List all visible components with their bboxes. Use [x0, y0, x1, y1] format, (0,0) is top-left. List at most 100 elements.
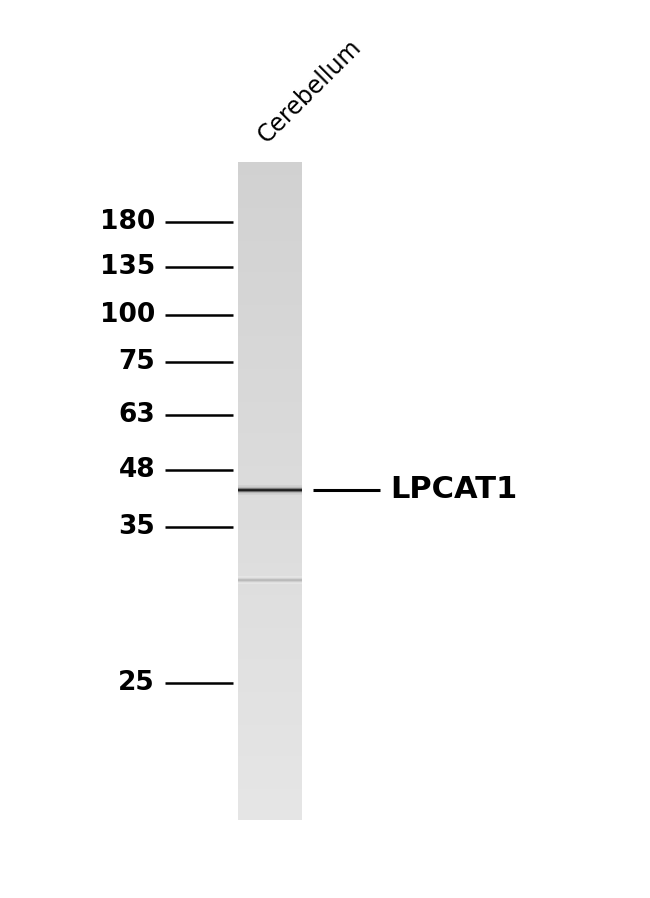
Bar: [238, 308, 302, 310]
Bar: [238, 383, 302, 384]
Bar: [238, 221, 302, 223]
Bar: [238, 808, 302, 810]
Bar: [238, 163, 302, 165]
Bar: [238, 366, 302, 367]
Bar: [238, 711, 302, 713]
Bar: [238, 286, 302, 287]
Bar: [238, 798, 302, 800]
Bar: [238, 818, 302, 820]
Bar: [238, 453, 302, 454]
Bar: [238, 810, 302, 812]
Bar: [238, 610, 302, 611]
Bar: [238, 578, 302, 580]
Bar: [238, 259, 302, 260]
Bar: [238, 254, 302, 256]
Bar: [238, 634, 302, 636]
Bar: [238, 504, 302, 506]
Bar: [238, 542, 302, 543]
Bar: [238, 748, 302, 749]
Bar: [238, 778, 302, 779]
Bar: [238, 507, 302, 509]
Bar: [238, 333, 302, 335]
Bar: [238, 177, 302, 179]
Bar: [238, 191, 302, 193]
Bar: [238, 181, 302, 183]
Bar: [238, 292, 302, 294]
Bar: [238, 620, 302, 621]
Bar: [238, 759, 302, 761]
Bar: [238, 238, 302, 239]
Bar: [238, 210, 302, 211]
Bar: [238, 363, 302, 365]
Bar: [238, 251, 302, 252]
Bar: [238, 343, 302, 345]
Bar: [238, 754, 302, 756]
Bar: [238, 183, 302, 185]
Bar: [238, 440, 302, 442]
Bar: [238, 529, 302, 531]
Bar: [238, 695, 302, 697]
Bar: [238, 588, 302, 590]
Bar: [238, 552, 302, 553]
Bar: [238, 462, 302, 463]
Bar: [238, 764, 302, 766]
Bar: [238, 541, 302, 542]
Bar: [238, 288, 302, 290]
Bar: [238, 602, 302, 603]
Bar: [238, 628, 302, 629]
Bar: [238, 444, 302, 445]
Bar: [238, 557, 302, 559]
Bar: [238, 268, 302, 269]
Bar: [238, 575, 302, 577]
Bar: [238, 412, 302, 414]
Bar: [238, 531, 302, 533]
Bar: [238, 769, 302, 770]
Bar: [238, 649, 302, 650]
Bar: [238, 533, 302, 535]
Bar: [238, 361, 302, 363]
Bar: [238, 598, 302, 600]
Bar: [238, 348, 302, 349]
Bar: [238, 553, 302, 555]
Bar: [238, 249, 302, 251]
Bar: [238, 744, 302, 746]
Bar: [238, 460, 302, 462]
Bar: [238, 639, 302, 640]
Bar: [238, 269, 302, 270]
Bar: [238, 654, 302, 656]
Bar: [238, 252, 302, 254]
Bar: [238, 736, 302, 738]
Bar: [238, 365, 302, 366]
Bar: [238, 260, 302, 262]
Bar: [238, 242, 302, 244]
Bar: [238, 481, 302, 483]
Bar: [238, 496, 302, 497]
Bar: [238, 788, 302, 790]
Bar: [238, 697, 302, 699]
Bar: [238, 442, 302, 444]
Bar: [238, 369, 302, 371]
Bar: [238, 739, 302, 741]
Bar: [238, 517, 302, 519]
Bar: [238, 514, 302, 515]
Bar: [238, 464, 302, 466]
Bar: [238, 456, 302, 458]
Bar: [238, 337, 302, 338]
Bar: [238, 743, 302, 744]
Bar: [238, 685, 302, 687]
Bar: [238, 215, 302, 216]
Bar: [238, 376, 302, 377]
Bar: [238, 466, 302, 468]
Text: Cerebellum: Cerebellum: [253, 35, 366, 148]
Bar: [238, 665, 302, 667]
Bar: [238, 287, 302, 288]
Bar: [238, 674, 302, 675]
Bar: [238, 197, 302, 198]
Bar: [238, 435, 302, 436]
Bar: [238, 228, 302, 230]
Bar: [238, 425, 302, 427]
Bar: [238, 555, 302, 557]
Bar: [238, 418, 302, 420]
Bar: [238, 621, 302, 622]
Bar: [238, 749, 302, 751]
